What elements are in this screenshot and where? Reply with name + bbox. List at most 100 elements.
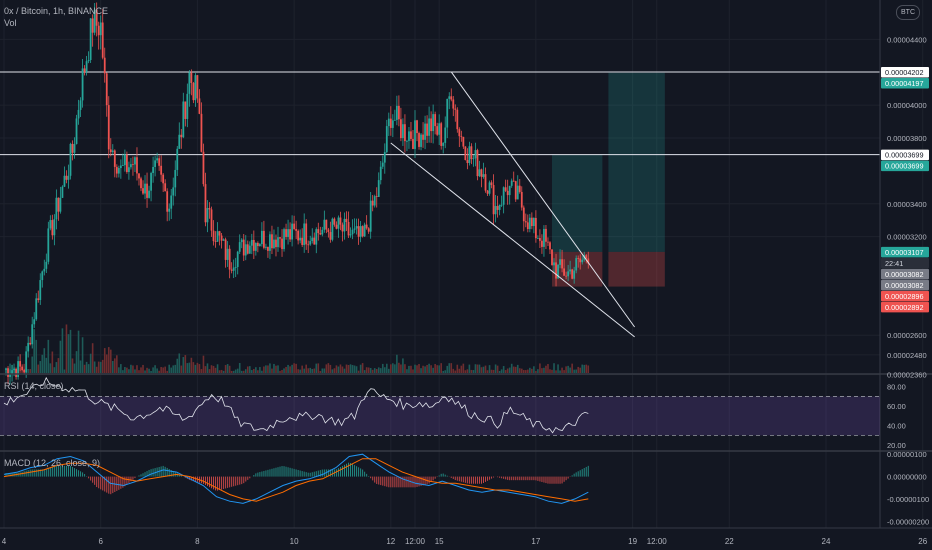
volume-bar bbox=[218, 370, 221, 373]
volume-bar bbox=[337, 366, 340, 373]
volume-bar bbox=[363, 370, 366, 373]
rsi-band bbox=[0, 396, 880, 436]
macd-histogram-bar bbox=[313, 471, 315, 477]
macd-histogram-bar bbox=[271, 468, 273, 477]
candle-body bbox=[123, 154, 126, 166]
candle-body bbox=[184, 101, 187, 119]
volume-bar bbox=[122, 370, 124, 373]
candle-body bbox=[353, 228, 356, 230]
candle-body bbox=[252, 239, 255, 251]
candle-body bbox=[383, 152, 386, 163]
volume-bar bbox=[51, 351, 54, 373]
currency-badge[interactable]: BTC bbox=[896, 5, 920, 20]
candle-body bbox=[323, 219, 326, 230]
candle-body bbox=[311, 237, 314, 242]
volume-bar bbox=[293, 363, 295, 373]
candle-body bbox=[25, 351, 28, 373]
volume-bar bbox=[529, 367, 531, 373]
volume-bar bbox=[160, 367, 162, 373]
trendlines[interactable] bbox=[390, 71, 636, 338]
macd-tick-label: 0.00000000 bbox=[887, 473, 927, 482]
macd-histogram-bar bbox=[80, 471, 82, 477]
price-axis[interactable]: 0.00004400 0.00004000 0.00003800 0.00003400… bbox=[887, 35, 929, 526]
macd-histogram-bar bbox=[501, 476, 503, 479]
horizontal-levels[interactable] bbox=[0, 71, 880, 156]
candle-body bbox=[522, 207, 525, 222]
candle-body bbox=[101, 22, 104, 58]
candle-body bbox=[539, 238, 541, 241]
macd-histogram-bar bbox=[94, 476, 96, 485]
macd-histogram-bar bbox=[337, 468, 339, 477]
candle-body bbox=[355, 226, 358, 229]
candle-body bbox=[37, 298, 40, 300]
volume-bar bbox=[130, 364, 132, 373]
candle-body bbox=[319, 233, 322, 235]
macd-histogram-bar bbox=[166, 467, 168, 477]
macd-histogram-bar bbox=[100, 476, 102, 490]
candle-body bbox=[555, 262, 557, 279]
candle-body bbox=[234, 267, 237, 268]
volume-bar bbox=[486, 370, 489, 373]
volume-bar bbox=[305, 364, 308, 373]
macd-histogram-bar bbox=[480, 476, 482, 484]
volume-bar bbox=[446, 365, 449, 373]
macd-histogram-bar bbox=[519, 476, 521, 481]
volume-bar bbox=[251, 370, 253, 373]
candle-body bbox=[476, 150, 479, 177]
macd-histogram-bar bbox=[396, 476, 398, 488]
candle-body bbox=[148, 190, 150, 198]
candle-body bbox=[99, 22, 102, 36]
volume-bar bbox=[561, 367, 563, 373]
candle-body bbox=[186, 93, 189, 119]
macd-histogram-bar bbox=[356, 466, 358, 477]
macd-histogram-bar bbox=[55, 466, 57, 477]
candle-body bbox=[15, 368, 17, 378]
macd-histogram-bar bbox=[168, 469, 170, 477]
volume-bar bbox=[452, 368, 455, 373]
macd-histogram-bar bbox=[358, 467, 360, 477]
macd-histogram-bar bbox=[200, 476, 202, 484]
volume-bar bbox=[539, 363, 541, 373]
macd-histogram-bar bbox=[84, 473, 86, 477]
volume-bar bbox=[365, 367, 368, 373]
volume-bar bbox=[101, 359, 104, 373]
candle-body bbox=[335, 224, 338, 229]
macd-histogram-bar bbox=[106, 476, 108, 493]
price-label-text: 0.00003107 bbox=[885, 248, 924, 257]
volume-bar bbox=[388, 368, 390, 373]
price-label-bg bbox=[881, 160, 929, 172]
candle-body bbox=[559, 259, 561, 265]
volume-bar bbox=[373, 368, 376, 373]
macd-histogram-bar bbox=[339, 467, 341, 477]
volume-bar bbox=[75, 351, 78, 373]
candle-body bbox=[75, 118, 78, 144]
candle-body bbox=[389, 118, 392, 128]
volume-bar bbox=[494, 364, 497, 373]
time-tick-label: 24 bbox=[822, 537, 831, 546]
macd-histogram-bar bbox=[525, 476, 527, 481]
candle-body bbox=[158, 158, 161, 166]
volume-bar bbox=[353, 365, 356, 373]
volume-bar bbox=[404, 364, 406, 373]
macd-histogram-bar bbox=[138, 475, 140, 477]
candle-body bbox=[402, 124, 404, 139]
candle-body bbox=[297, 230, 300, 241]
candle-body bbox=[67, 175, 70, 180]
macd-histogram-bar bbox=[144, 472, 146, 477]
macd-histogram-bar bbox=[160, 466, 162, 477]
volume-bar bbox=[367, 367, 370, 373]
candle-body bbox=[363, 224, 366, 237]
time-axis[interactable]: 4 6 8 10 12 12:00 15 17 19 12:00 22 24 26 bbox=[2, 537, 928, 546]
volume-bar bbox=[242, 370, 245, 373]
volume-bar bbox=[516, 364, 519, 373]
volume-bar bbox=[414, 364, 416, 373]
macd-histogram-bar bbox=[464, 476, 466, 483]
candle-body bbox=[61, 186, 64, 198]
macd-histogram-bar bbox=[118, 476, 120, 490]
macd-histogram-bar bbox=[219, 476, 221, 491]
macd-histogram-bar bbox=[279, 466, 281, 477]
macd-histogram-bar bbox=[194, 476, 196, 482]
macd-histogram-bar bbox=[523, 476, 525, 481]
volume-bar bbox=[79, 360, 82, 373]
